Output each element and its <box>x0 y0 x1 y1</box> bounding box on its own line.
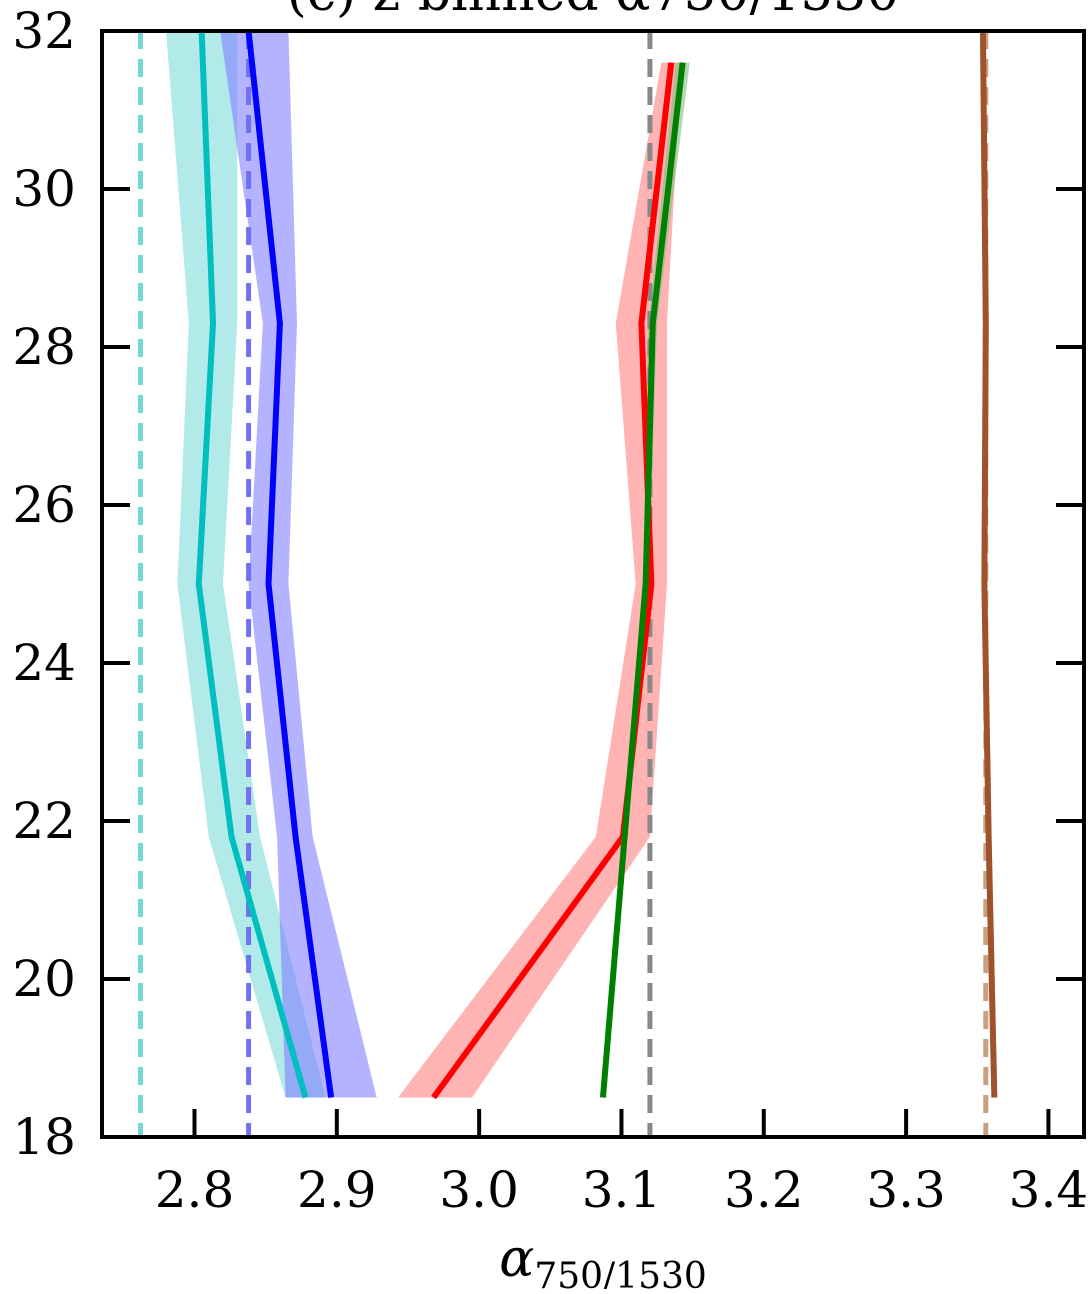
x-tick-label: 2.9 <box>297 1161 377 1219</box>
band-series-3 <box>398 62 682 1098</box>
y-tick-label: 26 <box>12 476 76 534</box>
axes <box>100 29 1086 1139</box>
y-tick-label: 18 <box>12 1108 76 1166</box>
plot-frame <box>100 29 1086 1139</box>
x-axis-label: α750/1530 <box>499 1229 707 1289</box>
y-tick-label: 24 <box>12 634 76 692</box>
x-tick-label: 3.3 <box>866 1161 946 1219</box>
line-series-5 <box>979 31 998 1098</box>
band-series-1 <box>166 31 326 1098</box>
confidence-bands <box>166 31 998 1098</box>
x-tick-label: 3.4 <box>1009 1161 1089 1219</box>
band-series-2 <box>220 31 377 1098</box>
y-tick-label: 32 <box>12 2 76 60</box>
axis-labels: 2.8 2.9 3.0 3.1 3.2 3.3 3.4 18 20 22 24 26 28 30 32 α75… <box>12 0 1089 1294</box>
y-tick-label: 20 <box>12 950 76 1008</box>
x-tick-label: 3.1 <box>582 1161 662 1219</box>
line-series-1 <box>195 31 309 1099</box>
y-tick-label: 28 <box>12 318 76 376</box>
y-tick-label: 30 <box>12 160 76 218</box>
series-lines <box>195 31 998 1100</box>
x-tick-label: 3.0 <box>439 1161 519 1219</box>
chart-title: (c) z-binned α750/1530 <box>287 0 900 23</box>
line-series-3 <box>431 62 675 1100</box>
line-series-2 <box>245 31 335 1098</box>
line-series-4 <box>599 62 686 1098</box>
y-tick-label: 22 <box>12 792 76 850</box>
x-tick-label: 2.8 <box>155 1161 235 1219</box>
x-tick-label: 3.2 <box>724 1161 804 1219</box>
